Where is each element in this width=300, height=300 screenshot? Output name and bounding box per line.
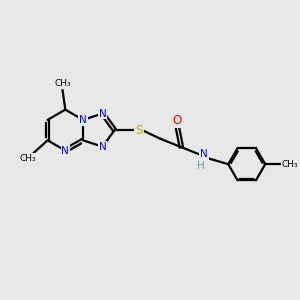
Text: H: H	[196, 161, 204, 172]
Text: O: O	[172, 114, 182, 127]
Text: CH₃: CH₃	[282, 160, 298, 169]
Text: N: N	[200, 149, 208, 159]
Text: S: S	[135, 124, 143, 136]
Text: CH₃: CH₃	[20, 154, 37, 163]
Text: N: N	[99, 142, 106, 152]
Text: N: N	[79, 115, 87, 125]
Text: N: N	[99, 109, 106, 118]
Text: N: N	[61, 146, 69, 156]
Text: CH₃: CH₃	[54, 79, 71, 88]
